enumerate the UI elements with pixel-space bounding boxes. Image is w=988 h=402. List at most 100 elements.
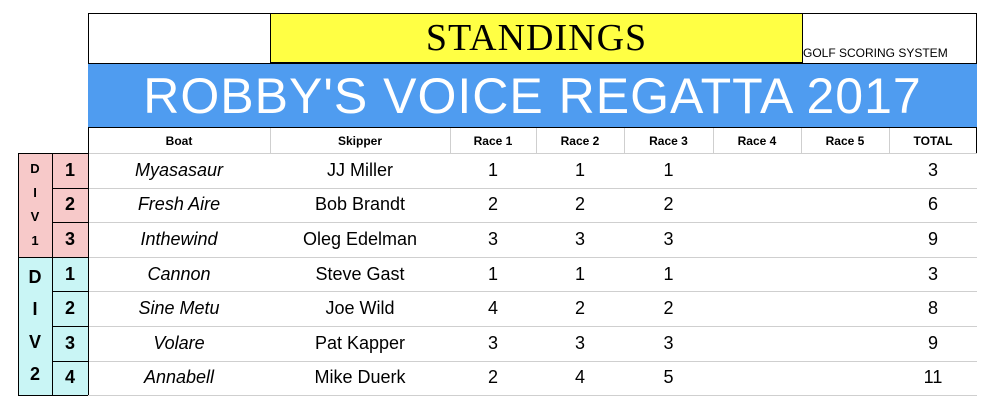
column-divider [450,128,451,153]
race-score [801,291,889,326]
race-score [713,153,801,188]
boat-name: Inthewind [140,228,218,249]
skipper-name: Joe Wild [325,298,395,319]
row-line [88,187,977,189]
place-number: 1 [64,263,75,284]
place-number: 2 [64,194,75,215]
race-score [801,361,889,396]
total-score: 6 [927,194,938,215]
boat-name: Volare [153,332,205,353]
race-score: 1 [663,263,674,284]
boat-name: Fresh Aire [137,194,221,215]
column-header: TOTAL [913,133,953,148]
division-label-letter: I [32,299,38,320]
place-separator [52,222,88,224]
column-header: Race 5 [825,133,865,148]
race-score: 4 [487,298,498,319]
race-score: 1 [487,159,498,180]
race-score: 2 [663,194,674,215]
total-score: 11 [923,367,943,388]
division-label-letter: 1 [31,233,39,249]
race-score: 5 [663,367,674,388]
race-score [801,222,889,257]
race-score [713,222,801,257]
race-score [801,326,889,361]
column-divider [536,128,537,153]
place-number: 2 [64,298,75,319]
scoring-system-label: GOLF SCORING SYSTEM [803,46,948,60]
division-label-letter: V [30,209,40,225]
race-score [713,326,801,361]
place-separator [52,187,88,189]
place-separator [52,256,88,258]
skipper-name: Steve Gast [315,263,405,284]
row-line [88,256,977,258]
division-label-letter: V [28,331,41,352]
column-header: Race 3 [649,133,688,148]
place-separator [52,153,88,154]
table-left-border [88,153,89,396]
race-score: 1 [574,159,585,180]
skipper-name: Mike Duerk [314,367,406,388]
place-separator [52,360,88,362]
race-score [713,361,801,396]
boat-name: Cannon [147,263,211,284]
division-label-letter: D [30,161,40,177]
column-header: Race 2 [560,133,600,148]
place-separator [52,291,88,293]
race-score: 2 [574,194,585,215]
total-score: 9 [927,228,938,249]
division-divider [52,153,53,257]
regatta-banner: ROBBY'S VOICE REGATTA 2017 [88,63,977,128]
total-score: 3 [927,159,938,180]
race-score [713,188,801,223]
race-score: 3 [574,332,585,353]
race-score: 2 [574,298,585,319]
race-score: 4 [574,367,585,388]
column-header: Boat [165,133,193,148]
race-score: 3 [663,228,674,249]
row-line [88,360,977,362]
race-score: 2 [487,367,498,388]
place-separator [52,326,88,327]
place-number: 3 [64,228,75,249]
column-divider [801,128,802,153]
race-score: 1 [663,159,674,180]
race-score: 2 [663,298,674,319]
division-divider [52,256,53,396]
row-line [88,326,977,327]
column-header: Race 1 [473,133,513,148]
race-score [801,153,889,188]
skipper-name: JJ Miller [327,159,393,180]
row-line [88,153,977,154]
race-score [713,291,801,326]
skipper-name: Oleg Edelman [302,228,418,249]
standings-title: STANDINGS [270,13,803,63]
race-score: 3 [574,228,585,249]
boat-name: Annabell [143,367,215,388]
total-score: 9 [927,332,938,353]
column-divider [270,128,271,153]
label-bottom-line [18,395,88,397]
division-label-letter: I [33,185,37,201]
race-score: 2 [487,194,498,215]
place-number: 1 [64,159,75,180]
skipper-name: Bob Brandt [314,194,406,215]
total-score: 8 [927,298,938,319]
division-band [18,256,88,396]
boat-name: Sine Metu [138,298,220,319]
row-line [88,291,977,293]
table-bottom-line [88,395,977,397]
column-header: Race 4 [737,133,777,148]
race-score: 3 [487,332,498,353]
column-divider [713,128,714,153]
column-divider [889,128,890,153]
skipper-name: Pat Kapper [314,332,406,353]
race-score: 3 [487,228,498,249]
race-score: 3 [663,332,674,353]
division-label-letter: D [28,266,42,287]
row-line [88,222,977,224]
race-score: 1 [487,263,498,284]
